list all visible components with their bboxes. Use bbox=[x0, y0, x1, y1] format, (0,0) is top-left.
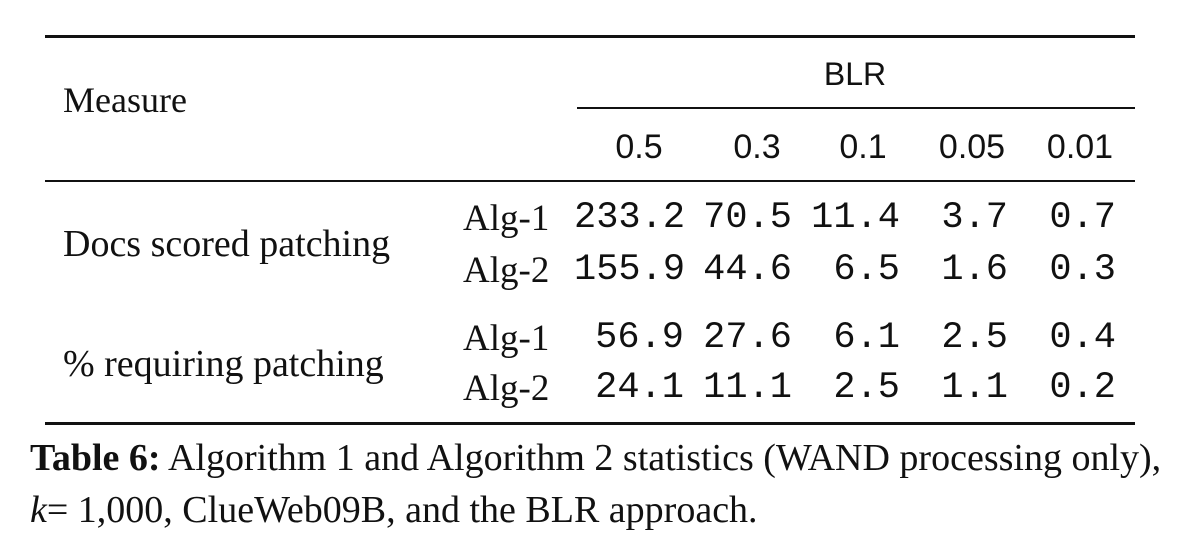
table-cell: 0.3 bbox=[1049, 249, 1116, 291]
table-cell: 2.5 bbox=[941, 317, 1008, 359]
table-cell: 70.5 bbox=[703, 197, 792, 239]
table-cell: 6.1 bbox=[833, 317, 900, 359]
group-label-percent-requiring-patching: % requiring patching bbox=[63, 343, 384, 385]
row-label-alg-2: Alg-2 bbox=[463, 368, 550, 409]
caption-k-symbol: k bbox=[30, 489, 47, 531]
measure-header: Measure bbox=[63, 80, 187, 120]
table-cell: 1.1 bbox=[941, 367, 1008, 409]
table-cell: 0.2 bbox=[1049, 367, 1116, 409]
row-label-alg-1: Alg-1 bbox=[463, 198, 550, 239]
group-label-docs-scored-patching: Docs scored patching bbox=[63, 223, 391, 265]
table-cell: 155.9 bbox=[574, 249, 686, 291]
row-label-alg-1: Alg-1 bbox=[463, 318, 550, 359]
table-cell: 3.7 bbox=[941, 197, 1008, 239]
table-cell: 56.9 bbox=[595, 317, 684, 359]
table-cell: 11.1 bbox=[703, 367, 792, 409]
bottom-rule bbox=[45, 422, 1135, 425]
column-header-0.01: 0.01 bbox=[1046, 128, 1114, 166]
blr-header: BLR bbox=[823, 56, 887, 92]
column-header-0.05: 0.05 bbox=[938, 128, 1006, 166]
table-cell: 27.6 bbox=[703, 317, 792, 359]
column-header-0.5: 0.5 bbox=[615, 128, 663, 166]
column-header-0.1: 0.1 bbox=[839, 128, 887, 166]
table-cell: 0.7 bbox=[1049, 197, 1116, 239]
header-rule bbox=[45, 180, 1135, 182]
table-cell: 24.1 bbox=[595, 367, 684, 409]
table-caption: Table 6: Algorithm 1 and Algorithm 2 sta… bbox=[30, 432, 1190, 536]
caption-text-part-1: Algorithm 1 and Algorithm 2 statistics (… bbox=[167, 437, 1162, 479]
table-cell: 2.5 bbox=[833, 367, 900, 409]
blr-underline bbox=[577, 107, 1135, 109]
table-cell: 1.6 bbox=[941, 249, 1008, 291]
column-header-0.3: 0.3 bbox=[733, 128, 781, 166]
caption-label: Table 6: bbox=[30, 437, 161, 479]
table-cell: 11.4 bbox=[811, 197, 900, 239]
top-rule bbox=[45, 35, 1135, 38]
table-cell: 44.6 bbox=[703, 249, 792, 291]
table-cell: 6.5 bbox=[833, 249, 900, 291]
table-cell: 233.2 bbox=[574, 197, 686, 239]
caption-text-part-2: = 1,000, ClueWeb09B, and the BLR approac… bbox=[46, 489, 758, 531]
table-cell: 0.4 bbox=[1049, 317, 1116, 359]
row-label-alg-2: Alg-2 bbox=[463, 250, 550, 291]
